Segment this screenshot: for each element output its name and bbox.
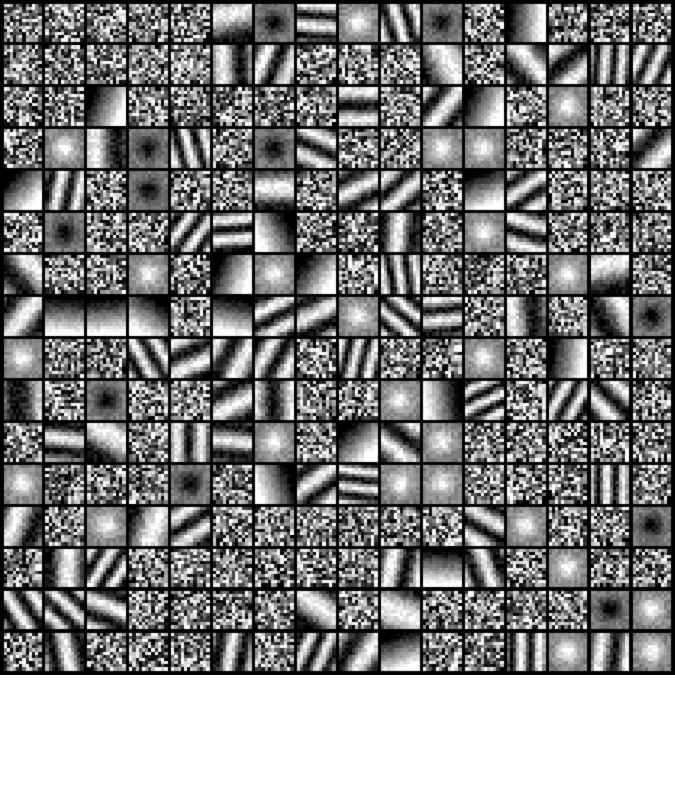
filter-visualization-grid <box>0 0 675 675</box>
blank-area <box>0 675 675 809</box>
